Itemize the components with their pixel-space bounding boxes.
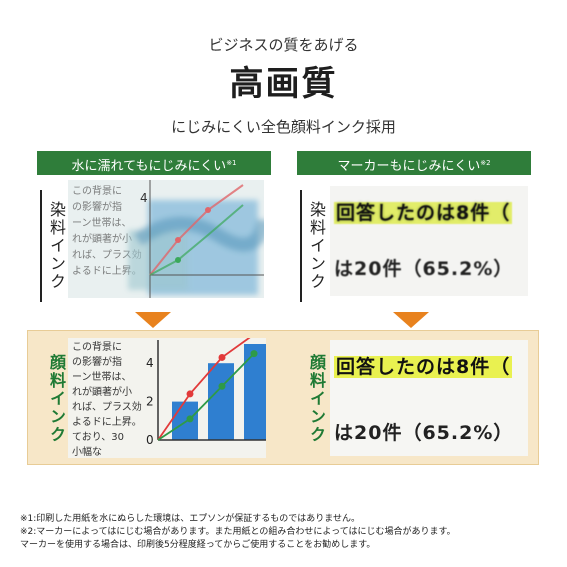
arrow-down-left-icon — [135, 312, 171, 328]
dye-sample-text-line: この背景に — [72, 184, 122, 197]
footnote-ref-1: ※1 — [226, 159, 237, 167]
dye-water-sample: この背景にの影響が指ーン世帯は、 れが顕著が小 れば、プラス効 よるドに上昇。 4 — [68, 180, 264, 298]
footnote-3: マーカーを使用する場合は、印刷後5分程度経ってからご使用することをお勧めします。 — [20, 540, 376, 550]
dye-ink-label-right: 染料インク — [300, 190, 326, 302]
chart-series-red-point — [186, 390, 194, 398]
pigment-chart: 4 2 0 — [146, 338, 266, 447]
chart-series-green-point — [250, 350, 258, 358]
footnotes: ※1:印刷した用紙を水にぬらした環境は、エプソンが保証するものではありません。 … — [20, 513, 456, 552]
chart-series-green-line — [157, 352, 255, 441]
pigment-ink-label-left: 顔料インク — [47, 354, 66, 444]
chart-y-tick: 0 — [146, 433, 154, 447]
dye-marker-line2: は20件（65.2%） — [334, 258, 514, 280]
pigment-sample-text: この背景に の影響が指 ーン世帯は、 れが顕著が小 れば、プラス効 よるドに上昇… — [72, 342, 142, 458]
dye-sample-text-line: れが顕著が小 — [72, 232, 132, 245]
footnote-1: ※1:印刷した用紙を水にぬらした環境は、エプソンが保証するものではありません。 — [20, 514, 361, 524]
chart-series-red-point — [218, 353, 226, 361]
chart-y-tick: 2 — [146, 395, 154, 409]
footnote-2: ※2:マーカーによってはにじむ場合があります。また用紙との組み合わせによってはに… — [20, 527, 456, 537]
chart-bar — [244, 344, 266, 440]
chart-bar — [172, 401, 198, 440]
column-header-water-label: 水に濡れてもにじみにくい — [71, 159, 227, 174]
dye-marker-sample: 回答したのは8件（ は20件（65.2%） — [330, 186, 528, 296]
dye-sample-text-line: よるドに上昇。 — [72, 265, 142, 277]
dye-sample-text-line: の影響が指 — [72, 200, 122, 213]
chart-series-green-point — [218, 382, 226, 390]
dye-sample-text-line: れば、プラス効 — [72, 248, 142, 261]
chart-y-tick: 4 — [146, 356, 154, 370]
tagline: にじみにくい全色顔料インク採用 — [171, 118, 396, 136]
dye-marker-line1: 回答したのは8件（ — [334, 202, 513, 224]
pigment-ink-label-right: 顔料インク — [307, 354, 326, 444]
arrow-down-right-icon — [393, 312, 429, 328]
pigment-marker-line1: 回答したのは8件（ — [334, 356, 513, 378]
pigment-marker-sample: 回答したのは8件（ は20件（65.2%） — [330, 340, 528, 456]
chart-bar — [208, 363, 234, 440]
dye-y-tick-4: 4 — [140, 191, 148, 205]
column-header-water: 水に濡れてもにじみにくい※1 — [37, 151, 271, 175]
chart-series-red-line — [157, 338, 251, 441]
dye-sample-text-line: ーン世帯は、 — [72, 216, 132, 229]
pigment-water-sample: この背景に の影響が指 ーン世帯は、 れが顕著が小 れば、プラス効 よるドに上昇… — [68, 338, 266, 458]
footnote-ref-2: ※2 — [480, 159, 491, 167]
chart-series-green-point — [186, 415, 194, 423]
column-header-marker-label: マーカーもにじみにくい — [337, 159, 481, 174]
subtitle: ビジネスの質をあげる — [208, 36, 359, 54]
pigment-marker-line2: は20件（65.2%） — [334, 422, 514, 444]
column-header-marker: マーカーもにじみにくい※2 — [297, 151, 531, 175]
page-title: 高画質 — [229, 64, 338, 104]
dye-ink-label-left: 染料インク — [40, 190, 66, 302]
